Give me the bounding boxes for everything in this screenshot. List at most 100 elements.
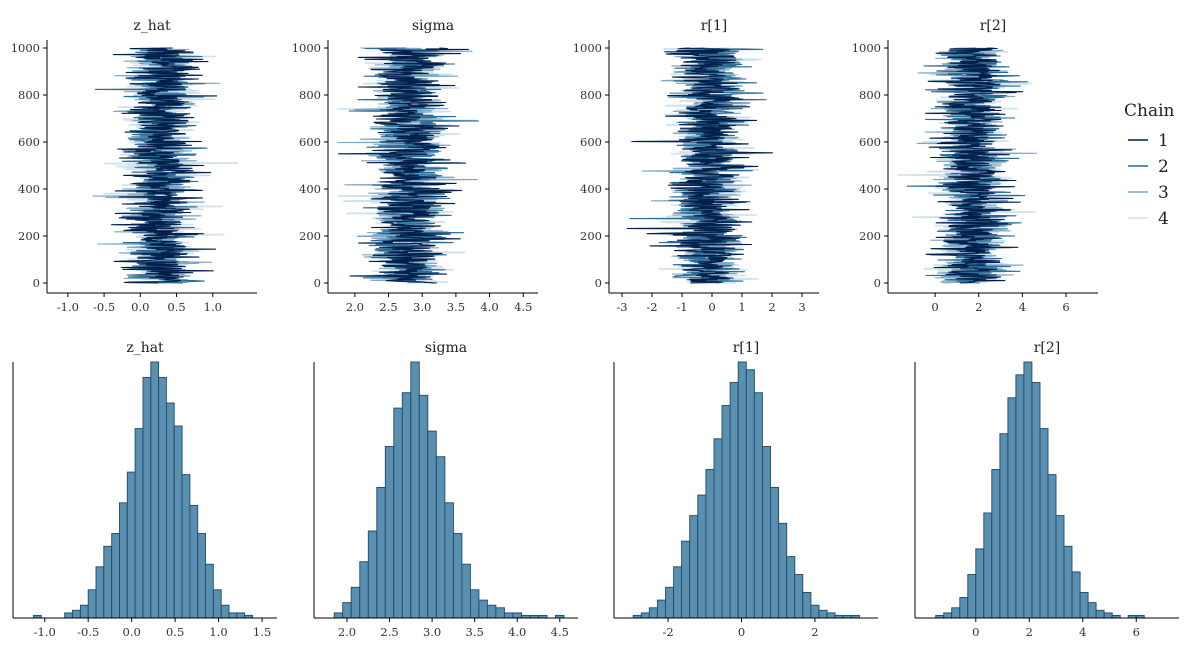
histogram-bar	[512, 612, 522, 619]
histogram-bar	[72, 609, 81, 619]
histogram-bar	[1095, 609, 1105, 619]
histogram-bar	[158, 376, 167, 619]
y-tick-label: 0	[595, 276, 602, 290]
trace-lines	[897, 47, 1038, 284]
histogram-bar	[444, 502, 454, 619]
x-tick-label: 4	[1079, 625, 1086, 639]
histogram-bar	[333, 612, 344, 619]
histogram-bar	[418, 394, 429, 619]
panel-title: r[1]	[701, 18, 728, 34]
histogram-bar	[999, 433, 1009, 619]
histogram-panel-1: z_hat -1.0 -0.5 0.0 0.5 1.0 1.5	[12, 340, 277, 639]
histogram-bar	[165, 402, 175, 619]
histogram-bar	[1039, 428, 1049, 619]
legend-label-chain-3: 3	[1158, 183, 1169, 203]
x-tick-label: 4	[1019, 300, 1026, 314]
histogram-bar	[376, 486, 386, 619]
x-tick-label: -0.5	[93, 300, 115, 314]
x-tick-label: 0	[972, 625, 979, 639]
histogram-bars	[935, 361, 1145, 619]
histogram-bar	[713, 438, 723, 619]
trace-panel-4: r[2] 0 200 400 600 800 1000 0 2 4 6	[852, 18, 1098, 314]
histogram-bar	[818, 609, 828, 619]
y-tick-label: 1000	[11, 41, 40, 55]
histogram-bar	[79, 604, 89, 619]
histogram-bar	[134, 428, 144, 619]
histogram-bar	[697, 494, 707, 619]
histogram-bar	[461, 563, 471, 619]
histogram-bar	[975, 548, 985, 619]
x-tick-label: 1.5	[253, 625, 271, 639]
y-tick-label: 200	[859, 229, 881, 243]
x-tick-label: 2	[768, 300, 775, 314]
histogram-bar	[721, 405, 731, 619]
panel-title: z_hat	[126, 340, 164, 356]
histogram-bar	[220, 604, 230, 619]
legend-label-chain-4: 4	[1158, 209, 1169, 229]
histogram-bar	[342, 602, 352, 619]
x-tick-label: 3.5	[466, 625, 484, 639]
histogram-bar	[959, 597, 969, 619]
histogram-bar	[1103, 612, 1113, 619]
x-tick-label: -3	[616, 300, 627, 314]
x-tick-label: 2.5	[379, 300, 397, 314]
x-tick-label: 2.0	[346, 300, 364, 314]
histogram-bar	[150, 361, 160, 619]
y-tick-label: 800	[299, 88, 321, 102]
histogram-bar	[435, 456, 446, 619]
trace-panel-1: z_hat 0 200 400 600 800 1000 -1.0 -0.5 0.0 0.5 1.0	[11, 18, 257, 314]
histogram-bars	[32, 361, 253, 619]
histogram-bar	[64, 612, 73, 619]
y-tick-label: 0	[33, 276, 40, 290]
chain-1-trace	[111, 47, 218, 284]
chain-1-trace	[626, 47, 774, 284]
histogram-bar	[681, 540, 691, 619]
x-tick-label: -1.0	[34, 625, 56, 639]
x-tick-label: 6	[1133, 625, 1140, 639]
x-tick-label: 6	[1062, 300, 1069, 314]
y-tick-label: 800	[18, 88, 40, 102]
y-tick-label: 600	[18, 135, 40, 149]
histogram-bar	[826, 612, 836, 619]
histogram-bar	[350, 586, 361, 619]
chain-1-trace	[337, 47, 470, 284]
histogram-bar	[1055, 515, 1065, 619]
x-tick-label: 3.5	[447, 300, 465, 314]
chain-1-trace	[925, 47, 1024, 284]
x-tick-label: 2.0	[338, 625, 356, 639]
histogram-bar	[794, 574, 804, 619]
histogram-bar	[228, 612, 238, 619]
histogram-bar	[87, 589, 97, 619]
x-tick-label: 0	[708, 300, 715, 314]
x-tick-label: 1.0	[204, 300, 222, 314]
histogram-bar	[401, 392, 412, 619]
histogram-bar	[640, 612, 650, 619]
histogram-bar	[427, 430, 437, 619]
x-tick-label: 3.0	[413, 300, 431, 314]
x-tick-label: -1	[676, 300, 687, 314]
y-tick-label: 400	[299, 182, 321, 196]
histogram-bar	[359, 561, 369, 619]
histogram-bar	[504, 612, 514, 619]
x-tick-label: 1.0	[209, 625, 227, 639]
y-tick-label: 400	[580, 182, 602, 196]
histogram-panel-2: sigma 2.0 2.5 3.0 3.5 4.0 4.5	[313, 340, 578, 639]
histogram-bar	[1087, 602, 1097, 619]
x-tick-label: 0.5	[166, 625, 184, 639]
x-tick-label: 0	[931, 300, 938, 314]
x-tick-label: 3	[798, 300, 805, 314]
histogram-bar	[486, 604, 497, 619]
histogram-bar	[181, 474, 191, 619]
trace-panel-3: r[1] 0 200 400 600 800 1000 -3 -2 -1 0 1 2 3	[573, 18, 819, 314]
histogram-bar	[103, 545, 113, 619]
y-tick-label: 800	[580, 88, 602, 102]
histogram-bar	[1079, 591, 1089, 619]
histogram-bar	[189, 504, 199, 619]
panel-title: sigma	[425, 340, 467, 356]
x-tick-label: 0.0	[131, 300, 149, 314]
histogram-bar	[761, 446, 771, 619]
x-tick-label: 2	[1026, 625, 1033, 639]
x-tick-label: -2	[646, 300, 657, 314]
histogram-bar	[770, 486, 780, 619]
